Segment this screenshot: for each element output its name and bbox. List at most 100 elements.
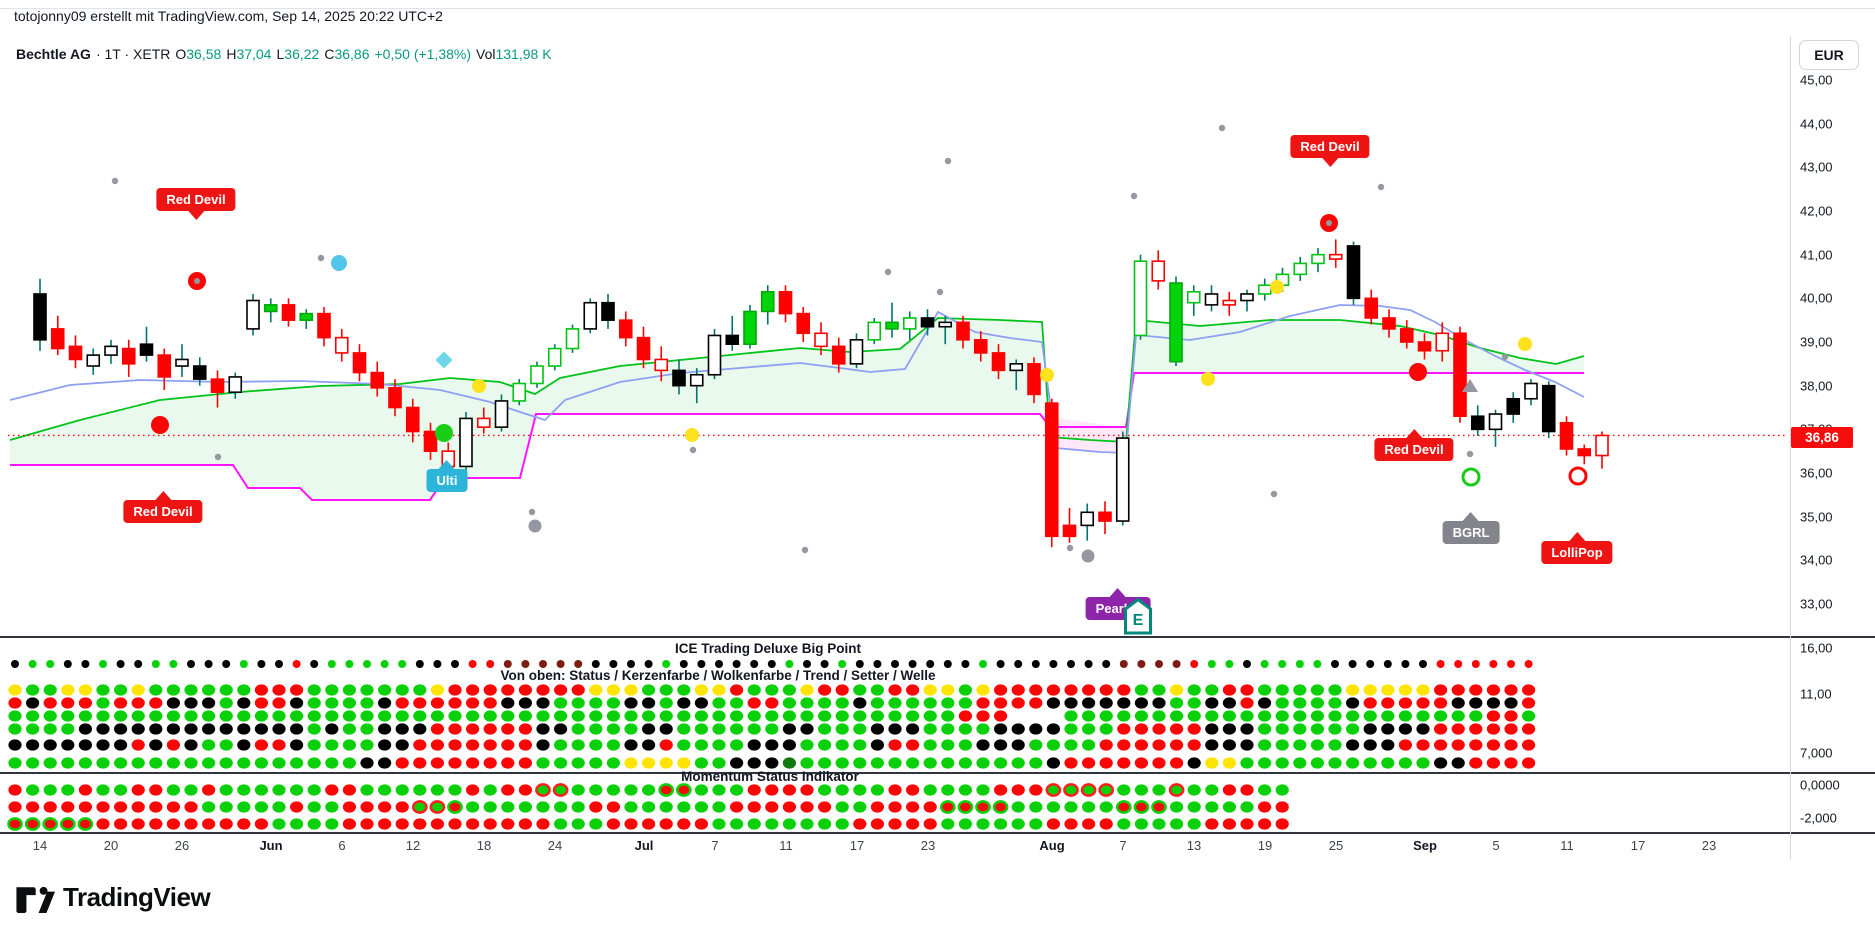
signal-ring-red-hollow <box>1568 466 1588 486</box>
open-label: O <box>175 46 187 62</box>
change-value: +0,50 (+1,38%) <box>374 46 472 62</box>
signal-dot-gray <box>1270 490 1278 498</box>
ice-pane-subtitle: Von oben: Status / Kerzenfarbe / Wolkenf… <box>500 668 936 683</box>
flag-pointer <box>1322 158 1338 167</box>
ichimoku-cloud-bullish <box>10 318 1042 500</box>
byline: totojonny09 erstellt mit TradingView.com… <box>14 8 443 24</box>
ice-indicator-row-5 <box>8 723 1536 735</box>
signal-dot-gray <box>884 268 892 276</box>
signal-dot-green <box>435 424 453 442</box>
time-tick-day: 18 <box>476 838 492 853</box>
time-tick-day: 17 <box>1630 838 1646 853</box>
ichimoku-cloud-bearish <box>1044 416 1126 452</box>
signal-dot-yellow <box>1518 337 1532 351</box>
time-tick-month: Jun <box>259 838 283 853</box>
candlestick-series <box>33 239 1609 548</box>
time-tick-day: 23 <box>1701 838 1717 853</box>
flag-pointer <box>188 211 204 220</box>
currency-toggle-button[interactable]: EUR <box>1799 40 1859 70</box>
price-tick: 7,000 <box>1800 745 1833 761</box>
tradingview-logo[interactable]: TradingView <box>15 882 211 913</box>
signal-dot-gray <box>936 288 944 296</box>
time-tick-day: 26 <box>174 838 190 853</box>
signal-ring-green <box>1461 467 1481 487</box>
flag-pointer <box>1569 532 1585 541</box>
flag-label: Red Devil <box>1374 438 1454 461</box>
momentum-indicator-row-2 <box>8 800 1289 814</box>
signal-dot-yellow <box>472 379 486 393</box>
momentum-pane-title: Momentum Status Indikator <box>681 769 859 784</box>
ice-pane-title: ICE Trading Deluxe Big Point <box>674 641 862 656</box>
time-tick-day: 20 <box>103 838 119 853</box>
signal-dot-gray <box>1501 353 1509 361</box>
signal-dot-red <box>1409 363 1427 381</box>
symbol-name: Bechtle AG <box>16 46 91 62</box>
signal-dot-yellow <box>1040 368 1054 382</box>
flag-red-devil[interactable]: Red Devil <box>156 188 236 220</box>
price-tick: 41,00 <box>1800 247 1833 263</box>
time-tick-month: Jul <box>634 838 654 853</box>
signal-ring-red-center <box>194 278 200 284</box>
signal-dot-gray-large <box>1081 549 1095 563</box>
pearl-e-badge[interactable]: E <box>1124 597 1152 640</box>
price-tick: 33,00 <box>1800 596 1833 612</box>
time-tick-day: 11 <box>779 838 793 853</box>
flag-pointer <box>1110 588 1126 597</box>
signal-dot-gray-large <box>528 519 542 533</box>
time-tick-month: Sep <box>1413 838 1437 853</box>
signal-ring-red-center <box>1326 220 1332 226</box>
price-axis-border <box>1790 36 1791 860</box>
time-tick-day: 24 <box>547 838 563 853</box>
signal-dot-gray <box>689 446 697 454</box>
price-tick: 34,00 <box>1800 552 1833 568</box>
signal-dot-gray <box>317 254 325 262</box>
signal-dot-yellow <box>1270 280 1284 294</box>
signal-dot-gray <box>1130 192 1138 200</box>
symbol-interval-exchange: · 1T · XETR <box>95 46 171 62</box>
flag-ulti[interactable]: Ulti <box>426 460 468 492</box>
volume-value: 131,98 K <box>495 46 552 62</box>
flag-lollipop[interactable]: LolliPop <box>1541 532 1613 564</box>
svg-text:E: E <box>1133 612 1144 629</box>
tradingview-logo-icon <box>16 886 55 913</box>
symbol-header[interactable]: Bechtle AG · 1T · XETR O36,58 H37,04 L36… <box>16 46 552 62</box>
open-value: 36,58 <box>186 46 222 62</box>
flag-pointer <box>438 460 455 469</box>
flag-red-devil[interactable]: Red Devil <box>1374 429 1454 461</box>
flag-label: Ulti <box>426 469 468 492</box>
price-tick: 11,00 <box>1800 686 1832 702</box>
price-tick: 38,00 <box>1800 378 1833 394</box>
price-tick: 16,00 <box>1800 640 1833 656</box>
signal-diamond-cyan <box>435 351 453 369</box>
flag-label: Red Devil <box>123 500 203 523</box>
ice-indicator-row-7 <box>8 757 1536 769</box>
time-tick-day: 12 <box>405 838 421 853</box>
signal-dot-gray <box>528 508 536 516</box>
time-tick-day: 17 <box>849 838 865 853</box>
time-tick-day: 14 <box>32 838 48 853</box>
price-tick: 36,00 <box>1800 465 1833 481</box>
pane-separator-ice[interactable] <box>0 636 1875 638</box>
pane-separator-momentum[interactable] <box>0 772 1875 774</box>
flag-red-devil[interactable]: Red Devil <box>123 491 203 523</box>
flag-pointer <box>1406 429 1422 438</box>
last-price-tag: 36,86 <box>1791 427 1853 448</box>
flag-label: Red Devil <box>156 188 236 211</box>
flag-label: Red Devil <box>1290 135 1370 158</box>
top-border <box>0 8 1875 9</box>
price-tick: 0,0000 <box>1800 777 1840 793</box>
ice-indicator-row-4 <box>8 710 1536 722</box>
price-tick: 40,00 <box>1800 290 1833 306</box>
signal-dot-gray <box>111 177 119 185</box>
time-tick-day: 19 <box>1257 838 1273 853</box>
time-tick-day: 6 <box>338 838 346 853</box>
momentum-indicator-row-3 <box>7 817 1289 831</box>
flag-bgrl[interactable]: BGRL <box>1442 512 1500 544</box>
signal-dot-gray <box>1377 183 1385 191</box>
price-tick: -2,000 <box>1800 810 1837 826</box>
time-axis-separator <box>0 832 1875 834</box>
flag-red-devil[interactable]: Red Devil <box>1290 135 1370 167</box>
flag-label: LolliPop <box>1541 541 1613 564</box>
ichimoku-cloud-bullish <box>1134 320 1584 373</box>
